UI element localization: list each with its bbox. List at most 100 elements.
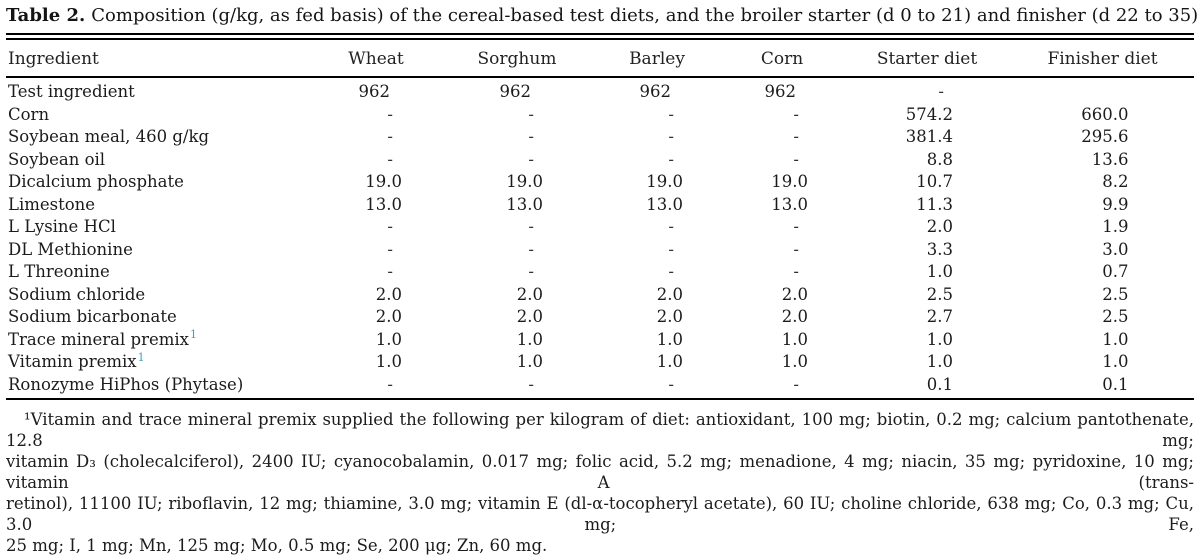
table-row: L Lysine HCl - - - - 2.0 1.9: [6, 216, 1194, 239]
value-cell: -: [528, 262, 534, 281]
value-cell: -: [793, 217, 799, 236]
value-cell: -: [528, 374, 534, 394]
value-cell: 295.6: [1081, 127, 1129, 146]
value-cell: 962: [639, 82, 672, 101]
ingredient-label: Corn: [8, 104, 50, 124]
value-cell: 1.0: [656, 352, 683, 371]
value-cell: 1.0: [926, 329, 953, 349]
table-number: Table 2.: [6, 5, 86, 26]
table-row: Ronozyme HiPhos (Phytase) - - - - 0.1 0.1: [6, 374, 1194, 400]
ingredient-label: L Lysine HCl: [8, 217, 116, 236]
footnote-ref-link[interactable]: 1: [189, 328, 197, 341]
value-cell: 381.4: [905, 127, 953, 146]
table-row: Sodium bicarbonate 2.0 2.0 2.0 2.0 2.7 2.5: [6, 306, 1194, 329]
value-cell: 0.7: [1102, 262, 1129, 281]
value-cell: 2.0: [781, 307, 808, 326]
value-cell: 2.0: [656, 284, 683, 304]
value-cell: -: [528, 104, 534, 124]
ingredient-label: Test ingredient: [8, 82, 135, 101]
ingredient-label: Ronozyme HiPhos (Phytase): [8, 374, 244, 394]
value-cell: 2.0: [516, 284, 543, 304]
value-cell: 2.0: [516, 307, 543, 326]
value-cell: 2.5: [1102, 307, 1129, 326]
table-row: Soybean oil - - - - 8.8 13.6: [6, 149, 1194, 172]
value-cell: -: [387, 217, 393, 236]
value-cell: 13.0: [365, 194, 402, 214]
table-row: Dicalcium phosphate 19.0 19.0 19.0 19.0 10.7 8…: [6, 171, 1194, 194]
value-cell: 574.2: [905, 104, 953, 124]
footnote-line: retinol), 11100 IU; riboflavin, 12 mg; t…: [6, 494, 1194, 534]
value-cell: 3.3: [926, 239, 953, 259]
value-cell: 3.0: [1102, 239, 1129, 259]
value-cell: 1.0: [781, 352, 808, 371]
table-header-row: Ingredient Wheat Sorghum Barley Corn Starter …: [6, 40, 1194, 78]
value-cell: -: [793, 149, 799, 169]
value-cell: 962: [764, 82, 797, 101]
table-row: Sodium chloride 2.0 2.0 2.0 2.0 2.5 2.5: [6, 284, 1194, 307]
value-cell: 2.5: [926, 284, 953, 304]
value-cell: 13.6: [1091, 149, 1129, 169]
ingredient-label: Sodium chloride: [8, 284, 146, 304]
ingredient-label: L Threonine: [8, 262, 110, 281]
value-cell: 1.0: [926, 352, 953, 371]
value-cell: 1.0: [656, 329, 683, 349]
value-cell: -: [793, 239, 799, 259]
value-cell: 1.0: [781, 329, 808, 349]
footnote-line: vitamin D₃ (cholecalciferol), 2400 IU; c…: [6, 452, 1194, 492]
value-cell: -: [387, 149, 393, 169]
table-row: Corn - - - - 574.2 660.0: [6, 104, 1194, 127]
ingredient-label: Sodium bicarbonate: [8, 307, 177, 326]
value-cell: 1.9: [1102, 217, 1129, 236]
value-cell: -: [668, 217, 674, 236]
value-cell: 1.0: [516, 329, 543, 349]
value-cell: 8.8: [926, 149, 953, 169]
value-cell: 19.0: [506, 172, 543, 191]
value-cell: 1.0: [516, 352, 543, 371]
ingredient-label: Soybean meal, 460 g/kg: [8, 127, 210, 146]
value-cell: 1.0: [926, 262, 953, 281]
ingredient-label: DL Methionine: [8, 239, 133, 259]
ingredient-label: Vitamin premix1: [8, 350, 145, 372]
ingredient-label: Dicalcium phosphate: [8, 172, 184, 191]
value-cell: -: [387, 262, 393, 281]
footnote-line: ¹Vitamin and trace mineral premix suppli…: [6, 410, 1194, 450]
value-cell: -: [668, 239, 674, 259]
value-cell: 13.0: [506, 194, 543, 214]
value-cell: -: [668, 104, 674, 124]
ingredient-label: Trace mineral premix1: [8, 328, 197, 349]
value-cell: -: [387, 374, 393, 394]
table-row: L Threonine - - - - 1.0 0.7: [6, 261, 1194, 284]
value-cell: -: [387, 239, 393, 259]
table-row: Soybean meal, 460 g/kg - - - - 381.4 295.6: [6, 126, 1194, 149]
value-cell: 2.0: [375, 284, 402, 304]
value-cell: 660.0: [1081, 104, 1129, 124]
column-header-finisher-diet: Finisher diet: [1011, 40, 1194, 78]
value-cell: 2.7: [926, 307, 953, 326]
footnote-line: 25 mg; I, 1 mg; Mn, 125 mg; Mo, 0.5 mg; …: [6, 536, 548, 555]
column-header-sorghum: Sorghum: [441, 40, 593, 78]
value-cell: 10.7: [916, 172, 953, 191]
table-row: Test ingredient 962 962 962 962 -: [6, 77, 1194, 104]
value-cell: 2.5: [1102, 284, 1129, 304]
footnote-ref-link[interactable]: 1: [137, 350, 145, 364]
value-cell: -: [528, 149, 534, 169]
column-header-corn: Corn: [721, 40, 843, 78]
value-cell: 1.0: [375, 352, 402, 371]
table-row: Limestone 13.0 13.0 13.0 13.0 11.3 9.9: [6, 194, 1194, 217]
table-caption: Table 2. Composition (g/kg, as fed basis)…: [6, 4, 1200, 28]
table-row: Vitamin premix1 1.0 1.0 1.0 1.0 1.0 1.0: [6, 351, 1194, 374]
value-cell: 8.2: [1102, 172, 1129, 191]
table-footnote: ¹Vitamin and trace mineral premix suppli…: [6, 409, 1194, 556]
value-cell: -: [528, 217, 534, 236]
column-header-ingredient: Ingredient: [6, 40, 311, 78]
value-cell: 19.0: [365, 172, 402, 191]
table-row: Trace mineral premix1 1.0 1.0 1.0 1.0 1.0 1.0: [6, 329, 1194, 352]
value-cell: 1.0: [1102, 352, 1129, 371]
value-cell: -: [668, 149, 674, 169]
value-cell: -: [938, 82, 944, 101]
value-cell: 13.0: [646, 194, 683, 214]
value-cell: 11.3: [916, 194, 953, 214]
table-row: DL Methionine - - - - 3.3 3.0: [6, 239, 1194, 262]
value-cell: -: [387, 127, 393, 146]
